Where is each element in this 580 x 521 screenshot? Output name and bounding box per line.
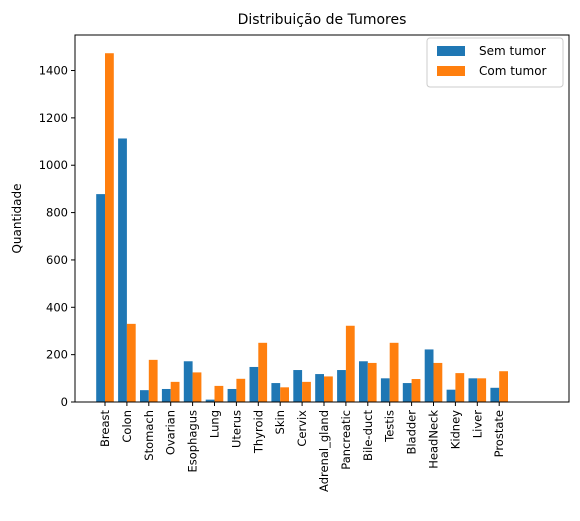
legend-label-sem-tumor: Sem tumor: [479, 44, 546, 58]
bar-com-tumor-pancreatic: [345, 325, 355, 402]
bar-com-tumor-lung: [214, 385, 224, 402]
legend-swatch-com-tumor: [437, 66, 465, 76]
bar-sem-tumor-adrenal_gland: [315, 374, 324, 402]
x-tick-label: Cervix: [295, 410, 309, 447]
y-tick-label: 200: [46, 348, 68, 362]
plot-area: 0 200 400 600 800 1000 1200 1400 Breast Colon Stom…: [39, 34, 570, 492]
bar-sem-tumor-lung: [205, 399, 215, 402]
bar-sem-tumor-liver: [468, 378, 478, 402]
bar-sem-tumor-breast: [96, 194, 105, 402]
x-tick-label: Thyroid: [251, 410, 265, 454]
bar-com-tumor-stomach: [148, 359, 158, 402]
y-axis-label: Quantidade: [10, 183, 24, 253]
y-tick-label: 800: [46, 206, 68, 220]
bar-com-tumor-headneck: [433, 362, 443, 402]
bar-com-tumor-kidney: [455, 373, 465, 402]
bar-com-tumor-colon: [126, 323, 136, 402]
x-tick-label: Breast: [98, 410, 112, 447]
bar-com-tumor-liver: [477, 378, 487, 402]
x-tick-label: Adrenal_gland: [317, 410, 331, 492]
x-tick-label: Ovarian: [164, 410, 178, 455]
bar-com-tumor-uterus: [236, 378, 246, 402]
bar-sem-tumor-skin: [271, 383, 281, 402]
bar-sem-tumor-cervix: [293, 370, 303, 402]
x-tick-label: Pancreatic: [339, 410, 353, 470]
x-tick-label: Esophagus: [186, 410, 200, 473]
bar-sem-tumor-prostate: [490, 387, 500, 402]
legend: Sem tumor Com tumor: [426, 37, 564, 88]
bar-com-tumor-cervix: [302, 381, 311, 402]
legend-swatch-sem-tumor: [437, 46, 465, 56]
y-tick-label: 1000: [39, 158, 68, 172]
x-tick-label: Lung: [208, 410, 222, 438]
x-tick-label: Uterus: [229, 410, 243, 448]
bar-sem-tumor-testis: [380, 378, 390, 402]
bar-sem-tumor-pancreatic: [337, 370, 346, 402]
bar-sem-tumor-ovarian: [161, 388, 171, 402]
x-tick-label: Skin: [273, 410, 287, 434]
bar-sem-tumor-colon: [118, 138, 127, 402]
x-tick-label: Stomach: [142, 410, 156, 461]
bar-com-tumor-testis: [389, 342, 399, 402]
y-tick-label: 400: [46, 300, 68, 314]
x-tick-label: Colon: [120, 410, 134, 443]
bar-sem-tumor-headneck: [424, 349, 434, 402]
bar-com-tumor-bile-duct: [367, 362, 377, 402]
bar-com-tumor-adrenal_gland: [324, 376, 333, 402]
x-tick-label: Testis: [383, 410, 397, 443]
chart-title: Distribuição de Tumores: [238, 12, 407, 28]
y-tick-label: 1400: [39, 64, 68, 78]
y-tick-label: 600: [46, 253, 68, 267]
y-tick-label: 1200: [39, 111, 68, 125]
x-tick-label: Liver: [470, 410, 484, 438]
bar-sem-tumor-bile-duct: [359, 361, 368, 402]
x-tick-label: Bladder: [405, 410, 419, 455]
bar-sem-tumor-uterus: [227, 388, 237, 402]
bar-sem-tumor-thyroid: [249, 366, 259, 402]
x-tick-label: Bile-duct: [361, 410, 375, 461]
x-tick-label: HeadNeck: [427, 410, 441, 469]
bar-com-tumor-breast: [105, 53, 114, 402]
bar-com-tumor-bladder: [411, 379, 421, 402]
bar-sem-tumor-esophagus: [183, 361, 193, 402]
y-tick-label: 0: [61, 395, 68, 409]
bar-sem-tumor-kidney: [446, 389, 456, 402]
bar-com-tumor-ovarian: [170, 381, 180, 402]
x-tick-label: Kidney: [448, 410, 462, 449]
plot-frame: [74, 34, 570, 403]
bar-sem-tumor-bladder: [402, 383, 412, 402]
bar-com-tumor-skin: [280, 387, 289, 402]
bar-sem-tumor-stomach: [140, 390, 149, 402]
bar-com-tumor-prostate: [499, 371, 508, 402]
bar-com-tumor-thyroid: [258, 342, 268, 402]
x-tick-label: Prostate: [492, 410, 506, 457]
legend-label-com-tumor: Com tumor: [479, 64, 547, 78]
bar-com-tumor-esophagus: [192, 372, 202, 402]
